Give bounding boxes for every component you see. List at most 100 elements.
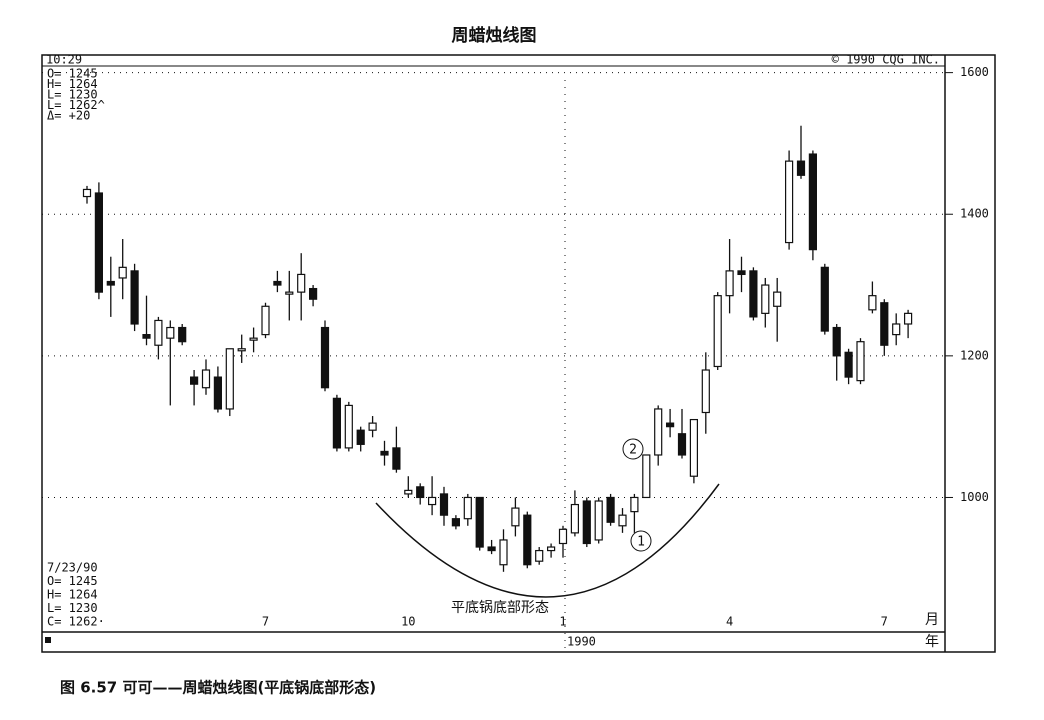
candle-body (463, 496, 472, 520)
candle-body (237, 348, 246, 352)
candle-body (773, 291, 782, 307)
candle-body (511, 507, 520, 527)
candle-body (677, 433, 687, 456)
candle-body (439, 493, 449, 516)
x-tick-label: 1 (559, 615, 566, 629)
info-line: H= 1264 (47, 588, 98, 602)
candle-body (523, 514, 532, 566)
candle-body (320, 326, 330, 389)
info-line: O= 1245 (47, 67, 98, 81)
candle-body (856, 341, 865, 382)
info-line: L= 1262^ (47, 98, 105, 112)
candle-body (832, 326, 841, 357)
y-tick-label: 1000 (960, 490, 989, 504)
candle-body (535, 549, 544, 562)
candle-body (368, 422, 377, 431)
candle-body (844, 351, 853, 378)
candle-body (451, 518, 460, 527)
candle-body (630, 496, 639, 513)
candle-body (487, 546, 496, 552)
marker-label: 2 (629, 443, 637, 458)
info-line: L= 1230 (47, 88, 98, 102)
x-tick-label: 10 (401, 615, 415, 629)
candle-body (130, 270, 139, 325)
candle-body (582, 500, 591, 545)
frame (41, 54, 996, 653)
x-tick-label: 7 (262, 615, 269, 629)
candle-body (880, 302, 889, 346)
candle-body (808, 153, 818, 251)
candle-body (713, 295, 722, 368)
candle-body (142, 334, 151, 339)
marker-label: 1 (637, 535, 645, 550)
marker-circle (630, 530, 652, 552)
saucer-arc (375, 483, 720, 598)
candle-body (594, 500, 603, 541)
time-label: 10:29 (46, 53, 82, 67)
y-tick-label: 1200 (960, 348, 989, 362)
candle-body (225, 348, 234, 410)
candle-body (404, 489, 413, 495)
candle-body (903, 312, 913, 325)
candle-body (261, 305, 270, 336)
candle-body (428, 496, 437, 506)
candle-body (725, 270, 734, 297)
x-tick-label: 7 (881, 615, 888, 629)
candle-body (297, 273, 306, 293)
candle-body (618, 514, 627, 527)
candle-body (309, 287, 318, 300)
candle-body (689, 418, 699, 477)
candle-body (154, 319, 163, 346)
candle-body (356, 429, 365, 445)
scroll-marker (45, 637, 51, 643)
candle-body (820, 266, 829, 332)
candle-body (570, 503, 580, 534)
candle-body (249, 337, 258, 341)
candle-body (796, 160, 806, 176)
chart-title: 周蜡烛线图 (452, 25, 537, 46)
info-line: Δ= +20 (47, 109, 90, 123)
candle-body (344, 404, 353, 449)
info-line: 7/23/90 (47, 561, 98, 575)
annotation: 平底锅底部形态 (451, 600, 549, 616)
candle-body (558, 528, 568, 545)
copyright: © 1990 CQG INC. (832, 53, 940, 67)
candle-body (213, 376, 222, 410)
candle-body (392, 447, 401, 470)
candle-body (784, 160, 794, 244)
candle-body (106, 280, 115, 286)
candle-body (642, 454, 651, 499)
candle-body (701, 369, 710, 414)
y-tick-label: 1400 (960, 207, 989, 221)
y-tick-label: 1600 (960, 65, 989, 79)
candle-body (166, 326, 175, 339)
candle-body (285, 291, 294, 295)
candle-body (416, 486, 425, 499)
candle-body (475, 496, 484, 548)
candle-body (178, 326, 187, 343)
candle-body (332, 397, 341, 449)
candle-body (761, 284, 770, 314)
info-line: O= 1245 (47, 574, 98, 588)
marker-circle (622, 438, 644, 460)
x-tick-label: 4 (726, 615, 733, 629)
candle-body (654, 408, 663, 456)
candle-body (737, 270, 746, 276)
candle-body (665, 422, 675, 428)
candle-body (892, 323, 901, 336)
candle-body (82, 188, 92, 198)
candle-body (118, 266, 127, 279)
year-label: 1990 (567, 635, 596, 649)
candle-body (499, 539, 508, 566)
candle-body (94, 192, 104, 293)
month-unit: 月 (925, 612, 939, 628)
info-line: C= 1262· (47, 615, 105, 629)
candle-body (380, 450, 389, 456)
candle-body (868, 295, 877, 311)
candle-body (273, 280, 282, 286)
info-line: H= 1264 (47, 77, 98, 91)
candle-body (749, 270, 758, 318)
caption: 图 6.57 可可——周蜡烛线图(平底锅底部形态) (60, 679, 376, 697)
candle-body (201, 369, 211, 389)
